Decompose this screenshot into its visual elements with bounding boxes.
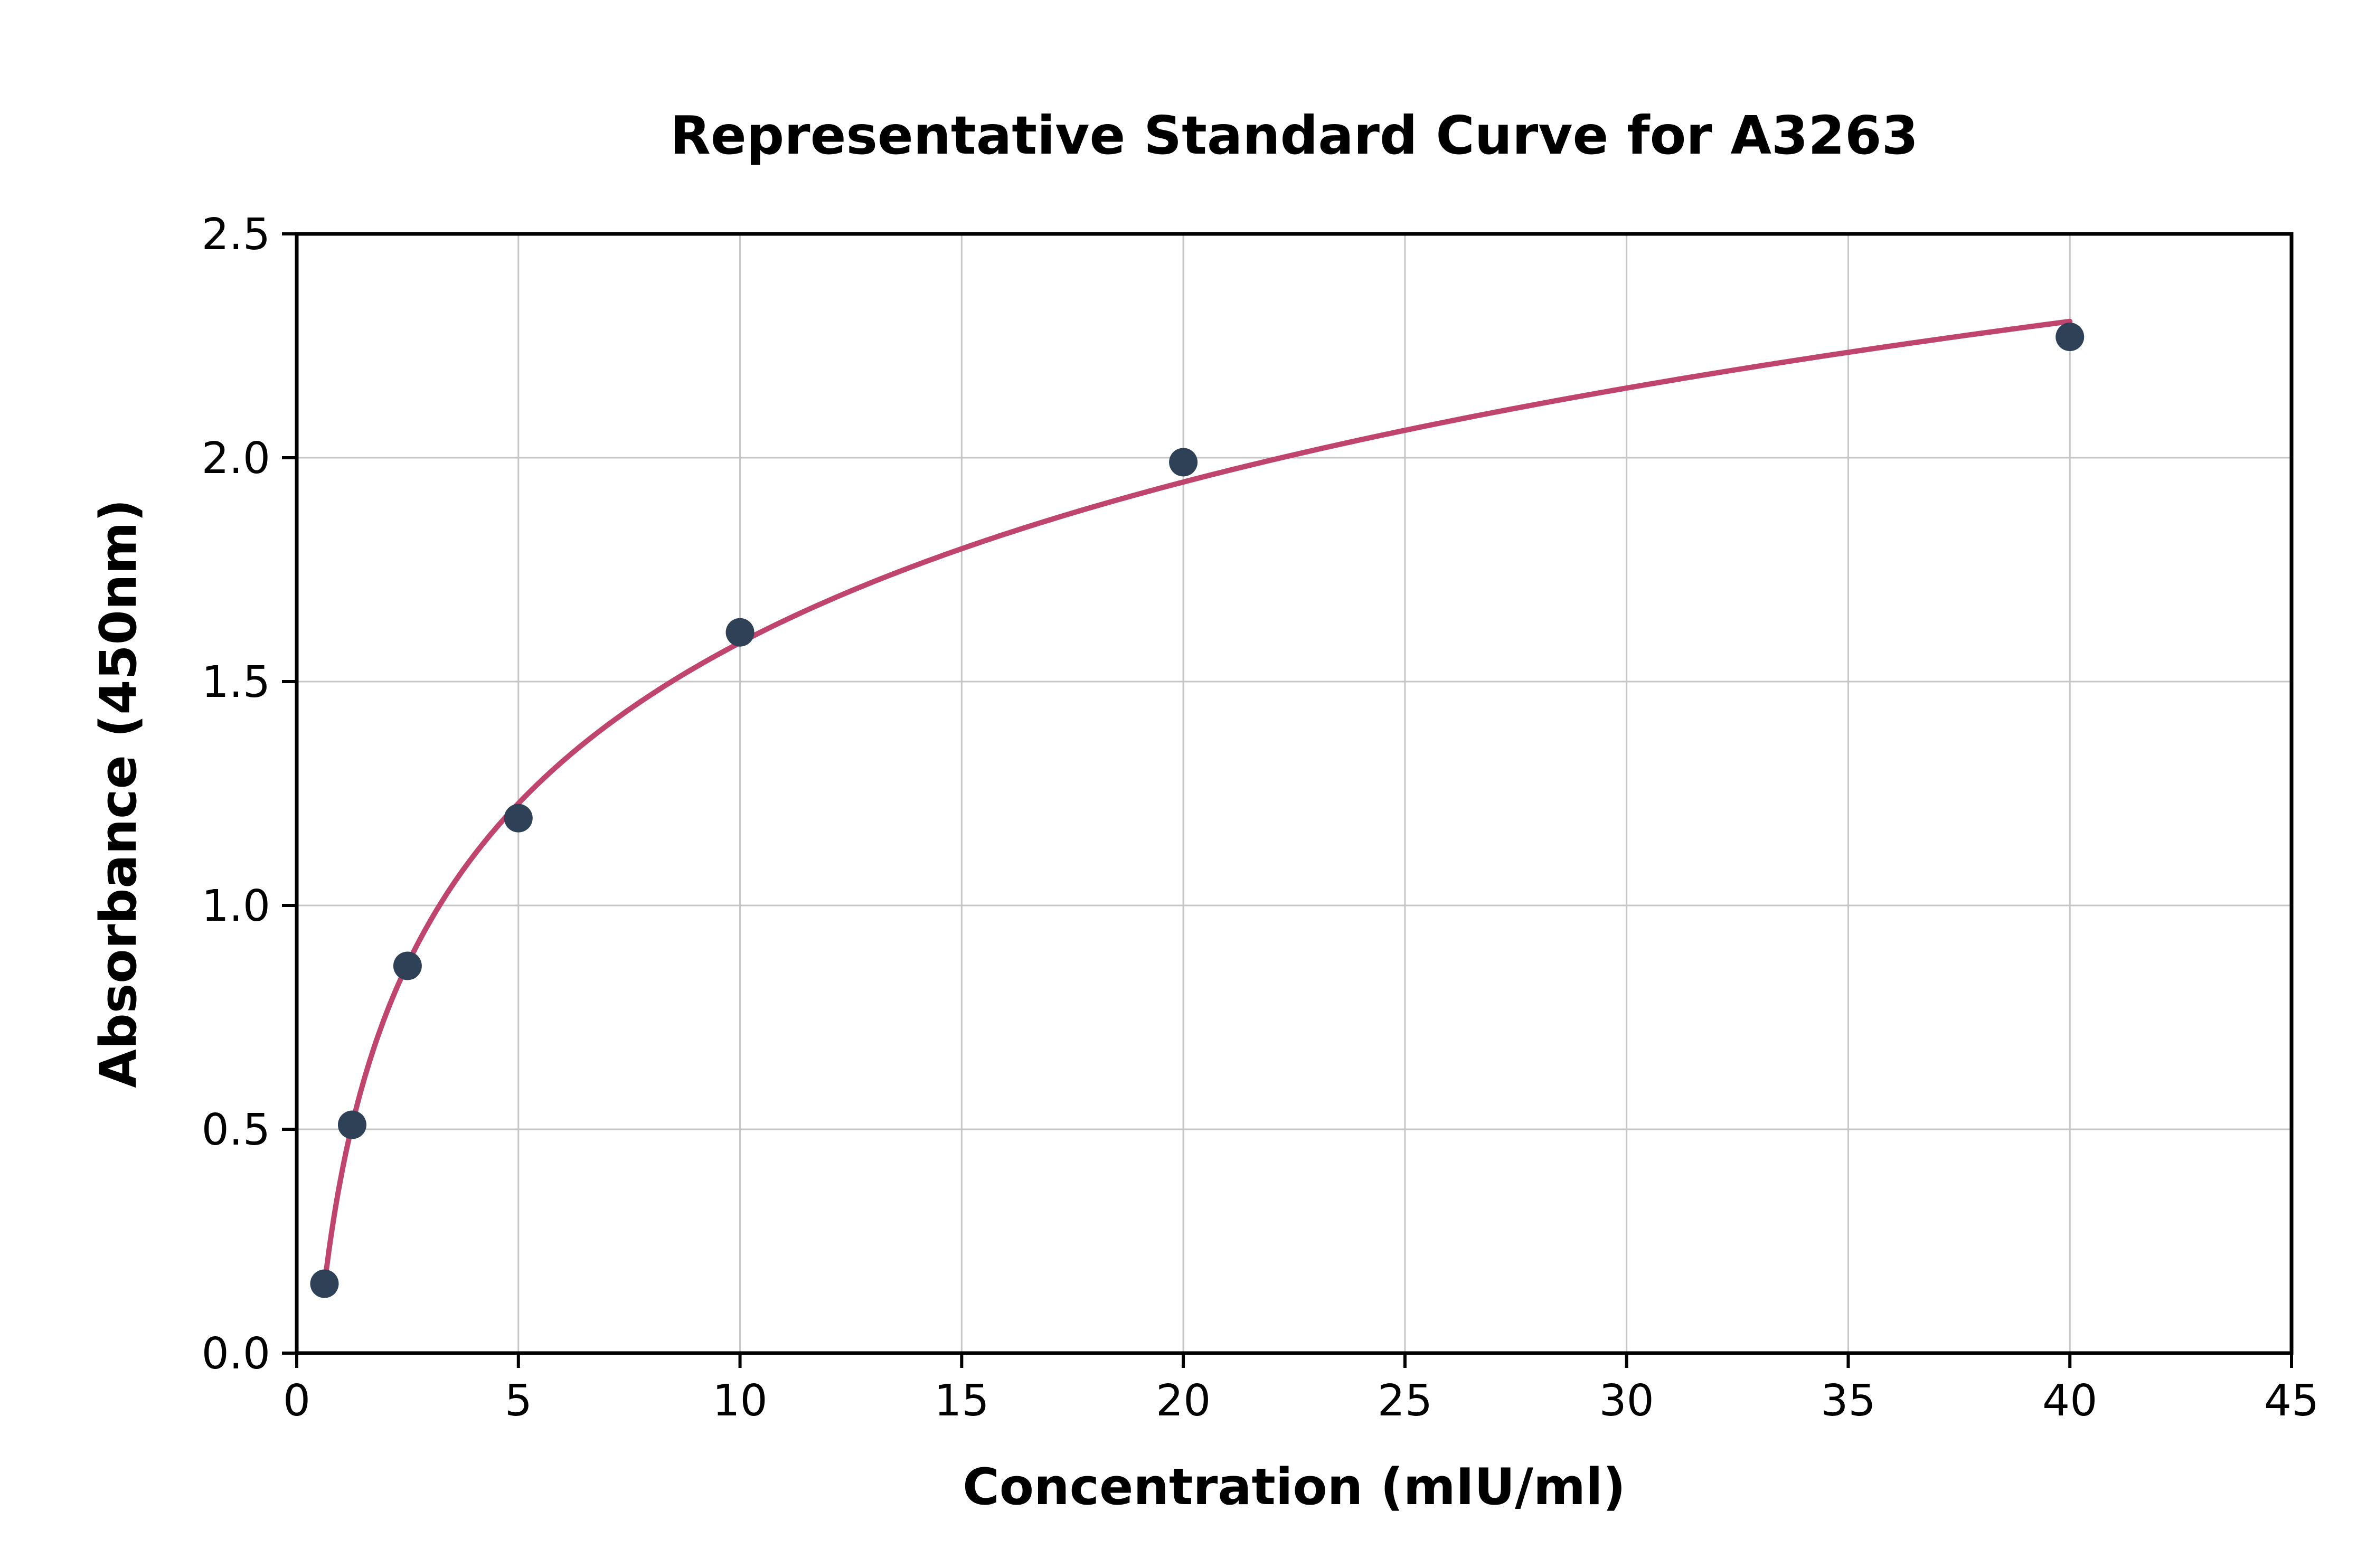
x-tick-label: 20 xyxy=(1156,1376,1211,1426)
y-tick-label: 2.5 xyxy=(202,210,270,260)
data-point xyxy=(393,951,422,980)
data-point xyxy=(310,1269,339,1298)
x-tick-label: 5 xyxy=(505,1376,532,1426)
plot-border xyxy=(295,232,2294,1355)
x-tick-label: 40 xyxy=(2042,1376,2097,1426)
x-tick-label: 30 xyxy=(1599,1376,1654,1426)
x-tick-label: 45 xyxy=(2264,1376,2319,1426)
y-tick-label: 0.0 xyxy=(202,1329,270,1379)
data-point xyxy=(1169,448,1198,477)
chart-title: Representative Standard Curve for A3263 xyxy=(670,105,1919,166)
y-tick-label: 1.5 xyxy=(202,657,270,707)
x-axis-label: Concentration (mIU/ml) xyxy=(963,1458,1626,1516)
y-tick-label: 1.0 xyxy=(202,881,270,931)
data-point xyxy=(504,804,533,833)
fitted-curve xyxy=(322,318,2073,1288)
x-tick-label: 35 xyxy=(1821,1376,1875,1426)
data-point xyxy=(725,618,755,647)
data-point xyxy=(337,1110,366,1139)
y-tick-label: 0.5 xyxy=(202,1105,270,1155)
x-tick-label: 25 xyxy=(1378,1376,1432,1426)
x-tick-label: 10 xyxy=(712,1376,767,1426)
x-tick-label: 15 xyxy=(934,1376,989,1426)
data-point xyxy=(2056,323,2085,352)
y-tick-label: 2.0 xyxy=(202,433,270,484)
x-tick-label: 0 xyxy=(283,1376,310,1426)
